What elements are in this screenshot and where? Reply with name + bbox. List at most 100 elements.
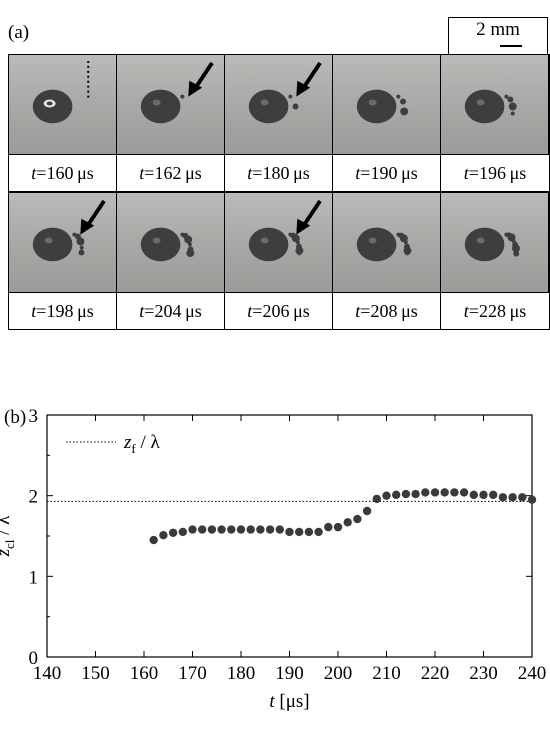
ejected-fragment	[507, 96, 514, 103]
frame-image	[441, 193, 549, 293]
data-point	[285, 527, 294, 537]
frame-time-label: t =204 μs	[117, 293, 225, 329]
droplet-highlight	[260, 237, 269, 244]
data-point	[392, 490, 401, 500]
data-point	[459, 488, 469, 497]
data-point	[469, 490, 478, 500]
droplet	[464, 89, 505, 124]
ejected-fragment	[184, 235, 193, 244]
data-point	[149, 535, 158, 545]
data-point	[265, 525, 275, 534]
ejected-fragment	[512, 244, 520, 253]
frame-image	[225, 55, 333, 155]
data-point	[217, 525, 226, 534]
data-point	[275, 525, 284, 534]
ejected-fragment	[187, 242, 192, 247]
arrow-shaft	[302, 61, 322, 88]
droplet-highlight	[368, 99, 377, 106]
data-point	[178, 527, 187, 537]
ejected-fragment	[297, 251, 302, 256]
frame-row-2: t =198 μs t =204 μs t =206 μs t =208 μs t =228 μs	[8, 192, 550, 330]
frame-image	[9, 55, 117, 155]
droplet-image	[140, 61, 214, 124]
data-point	[498, 493, 508, 502]
ejected-fragment	[405, 251, 410, 256]
frame-time-label: t =190 μs	[333, 155, 441, 191]
data-point	[256, 525, 265, 534]
frame-time-label: t =196 μs	[463, 162, 527, 183]
droplet-image	[356, 89, 409, 124]
droplet	[248, 89, 289, 124]
ejected-fragment	[508, 102, 517, 111]
droplet-image	[464, 227, 520, 262]
droplet	[356, 227, 397, 262]
ejected-fragment	[78, 249, 85, 256]
data-point	[168, 528, 178, 537]
droplet-highlight	[44, 237, 53, 244]
ejected-fragment	[76, 237, 85, 246]
frame-image	[117, 193, 225, 293]
data-point	[324, 522, 333, 532]
frame-image	[117, 55, 225, 155]
data-point	[314, 527, 323, 537]
ejected-fragment	[79, 245, 84, 250]
data-point	[227, 525, 236, 534]
data-point	[440, 488, 449, 497]
ejected-fragment	[400, 98, 406, 105]
ejected-fragment	[396, 94, 401, 99]
ejected-fragment	[513, 250, 520, 257]
droplet-highlight-core	[46, 101, 53, 106]
data-point	[489, 490, 498, 500]
ejected-fragment	[295, 240, 300, 245]
droplet-highlight	[368, 237, 377, 244]
x-tick-label: 240	[518, 663, 547, 684]
data-point	[159, 530, 168, 540]
droplet-image	[32, 60, 90, 124]
y-axis-label: zcl / λ	[0, 515, 17, 558]
data-point	[411, 489, 420, 499]
arrow-head	[80, 218, 95, 235]
scale-bar	[500, 45, 522, 47]
x-tick-label: 210	[372, 663, 401, 684]
data-point	[479, 490, 488, 500]
data-point	[508, 493, 517, 502]
arrow-head	[296, 80, 311, 97]
droplet-image	[356, 227, 412, 262]
data-point	[430, 488, 440, 497]
arrow-shaft	[302, 199, 322, 226]
data-point	[421, 488, 430, 497]
droplet-image	[140, 227, 195, 262]
data-point	[236, 525, 246, 534]
frame-row-1: t =160 μs t =162 μs t =180 μs t =190 μs t =196 μs	[8, 54, 550, 192]
scale-bar-label: 2 mm	[476, 19, 520, 40]
panel-b-label: (b)	[4, 407, 26, 428]
frame-image	[9, 193, 117, 293]
droplet	[140, 227, 181, 262]
scale-bar-box: 2 mm	[448, 17, 548, 55]
x-tick-label: 170	[178, 663, 207, 684]
ejected-fragment	[504, 94, 509, 99]
frame-time-label: t =198 μs	[9, 293, 117, 329]
y-tick-label: 3	[29, 406, 39, 427]
droplet-image	[464, 89, 517, 124]
data-point	[343, 518, 352, 527]
droplet-image	[32, 199, 106, 262]
x-tick-label: 180	[227, 663, 256, 684]
frame-image	[333, 55, 441, 155]
droplet-highlight	[476, 237, 485, 244]
droplet	[140, 89, 181, 124]
droplet-image	[248, 61, 322, 124]
frame-image	[225, 193, 333, 293]
data-point	[207, 525, 217, 534]
droplet	[32, 227, 73, 262]
arrow-head	[296, 218, 311, 235]
arrow-shaft	[86, 199, 106, 226]
data-point	[333, 522, 343, 532]
data-point	[382, 491, 391, 500]
x-tick-label: 230	[469, 663, 498, 684]
ejected-fragment	[399, 234, 408, 243]
ejected-fragment	[180, 94, 185, 99]
data-point	[527, 495, 537, 504]
droplet-highlight	[152, 237, 161, 244]
data-point	[353, 514, 362, 524]
